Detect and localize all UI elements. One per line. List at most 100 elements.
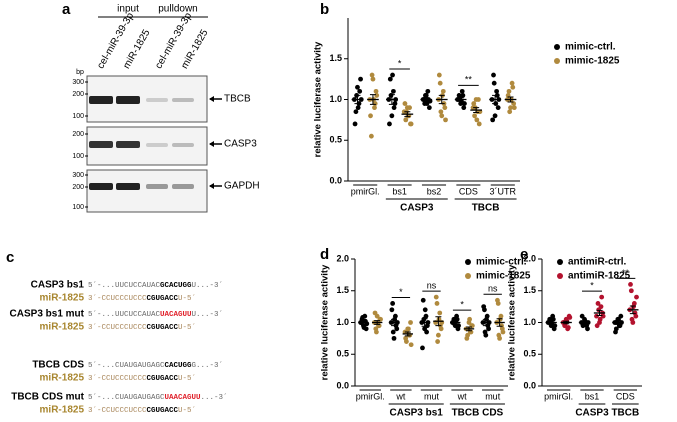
y-tick-label: 1.5 [523,285,536,295]
data-point [567,315,573,320]
y-tick-label: 0.5 [336,349,349,359]
y-tick-label: 0.5 [523,349,536,359]
y-tick-label: 1.5 [329,53,342,63]
data-point [424,329,430,335]
data-point [494,88,500,94]
x-tick-label: mut [485,391,501,401]
error-bar [391,318,398,327]
mirna-name: miR-1825 [40,322,85,333]
sequence-segment: 3´-CCUCCCUCCC [88,295,147,303]
panel-label: b [320,1,329,18]
data-point [405,326,411,332]
error-bar [457,97,464,102]
data-point [391,335,397,341]
y-tick-label: 1.0 [336,317,349,327]
data-point [508,105,513,111]
band [116,141,140,148]
error-bar [423,97,430,102]
error-bar [473,107,480,114]
significance-label: * [399,287,403,297]
x-tick-label: pmirGl. [356,391,385,401]
error-bar [404,331,411,337]
data-point [389,307,395,313]
ladder-label: 300 [72,79,84,86]
legend-marker [557,259,563,265]
ladder-label: 300 [72,172,84,179]
data-point [472,113,477,119]
band [146,98,168,102]
band [172,143,194,147]
sequence-segment: 3´-CCUCCCUCCC [88,375,147,383]
error-bar [354,94,361,105]
data-point [437,80,443,86]
error-bar [435,316,442,327]
group-label: TBCB [611,408,639,419]
error-bar [596,309,603,317]
data-point [352,121,358,127]
y-tick-label: 2.0 [336,253,349,263]
significance-label: * [460,300,464,310]
y-tick-label: 0.5 [329,135,342,145]
data-point [372,105,377,111]
group-label: TBCB [472,203,500,214]
x-tick-label: bs1 [392,186,407,196]
data-point [436,72,442,78]
data-point [476,121,482,127]
sequence-segment: U-5´ [178,324,196,332]
arrow-head [209,96,214,102]
ladder-label: 100 [72,204,84,211]
data-point [594,323,600,329]
data-point [420,345,425,351]
band [116,96,140,104]
data-point [390,72,395,78]
significance-label: ** [622,268,630,278]
data-point [461,105,467,111]
data-point [500,329,506,335]
y-tick-label: 0.0 [336,380,349,390]
data-point [387,76,393,82]
sequence: 5´-...UUCUCCAUACGCACUGGU...-3´ [88,282,223,290]
data-point [407,105,412,111]
sequence-segment: UAACAGUU [165,394,202,402]
y-tick-label: 0.0 [523,380,536,390]
data-point [459,88,465,94]
data-point [422,307,428,313]
data-point [550,316,556,322]
construct-name: CASP3 bs1 [31,280,85,291]
data-point [497,316,503,322]
sequence-segment: CGUGACC [147,407,179,415]
data-point [506,88,512,94]
sequence-segment: 5´-...UUCUCCAUAC [88,311,161,319]
data-point [628,282,633,287]
data-point [471,101,477,106]
blot-name: CASP3 [224,139,257,150]
legend-marker [465,273,471,279]
error-bar [452,320,459,325]
data-point [353,109,359,115]
legend-marker [554,44,560,50]
data-point [492,113,498,119]
data-point [408,121,414,127]
blot-name: TBCB [224,94,251,105]
sequence-segment: U-5´ [178,295,196,303]
data-point [491,72,496,78]
ladder-unit: bp [76,69,84,76]
sequence-segment: 3´-CCUCCCUCCC [88,324,147,332]
data-point [552,323,558,329]
sequence-segment: U-5´ [178,375,196,383]
data-point [403,117,409,123]
sequence-segment: CGUGACC [147,324,179,332]
group-label: pulldown [158,4,197,15]
data-point [460,93,466,98]
panel-a: a input pulldown cel-miR-39-3p miR-1825 … [62,1,260,213]
sequence-segment: UACAGUU [160,311,192,319]
data-point [360,315,366,320]
blot [86,169,208,213]
error-bar [581,320,588,325]
x-tick-label: 3´UTR [490,186,517,196]
data-point [440,88,446,94]
y-axis-label: relative luciferase activity [320,264,331,380]
data-point [390,301,396,306]
